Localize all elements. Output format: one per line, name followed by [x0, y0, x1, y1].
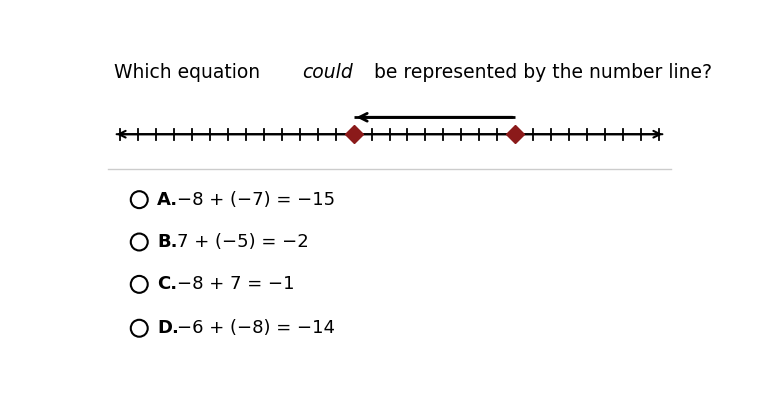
Text: C.: C. — [157, 275, 177, 293]
Text: B.: B. — [157, 233, 177, 251]
Text: −8 + 7 = −1: −8 + 7 = −1 — [177, 275, 294, 293]
Text: 7 + (−5) = −2: 7 + (−5) = −2 — [177, 233, 309, 251]
Text: −6 + (−8) = −14: −6 + (−8) = −14 — [177, 319, 335, 337]
Text: A.: A. — [157, 191, 178, 209]
Text: could: could — [302, 63, 353, 82]
Text: −8 + (−7) = −15: −8 + (−7) = −15 — [177, 191, 335, 209]
Text: D.: D. — [157, 319, 179, 337]
Text: be represented by the number line?: be represented by the number line? — [369, 63, 712, 82]
Text: Which equation: Which equation — [114, 63, 266, 82]
